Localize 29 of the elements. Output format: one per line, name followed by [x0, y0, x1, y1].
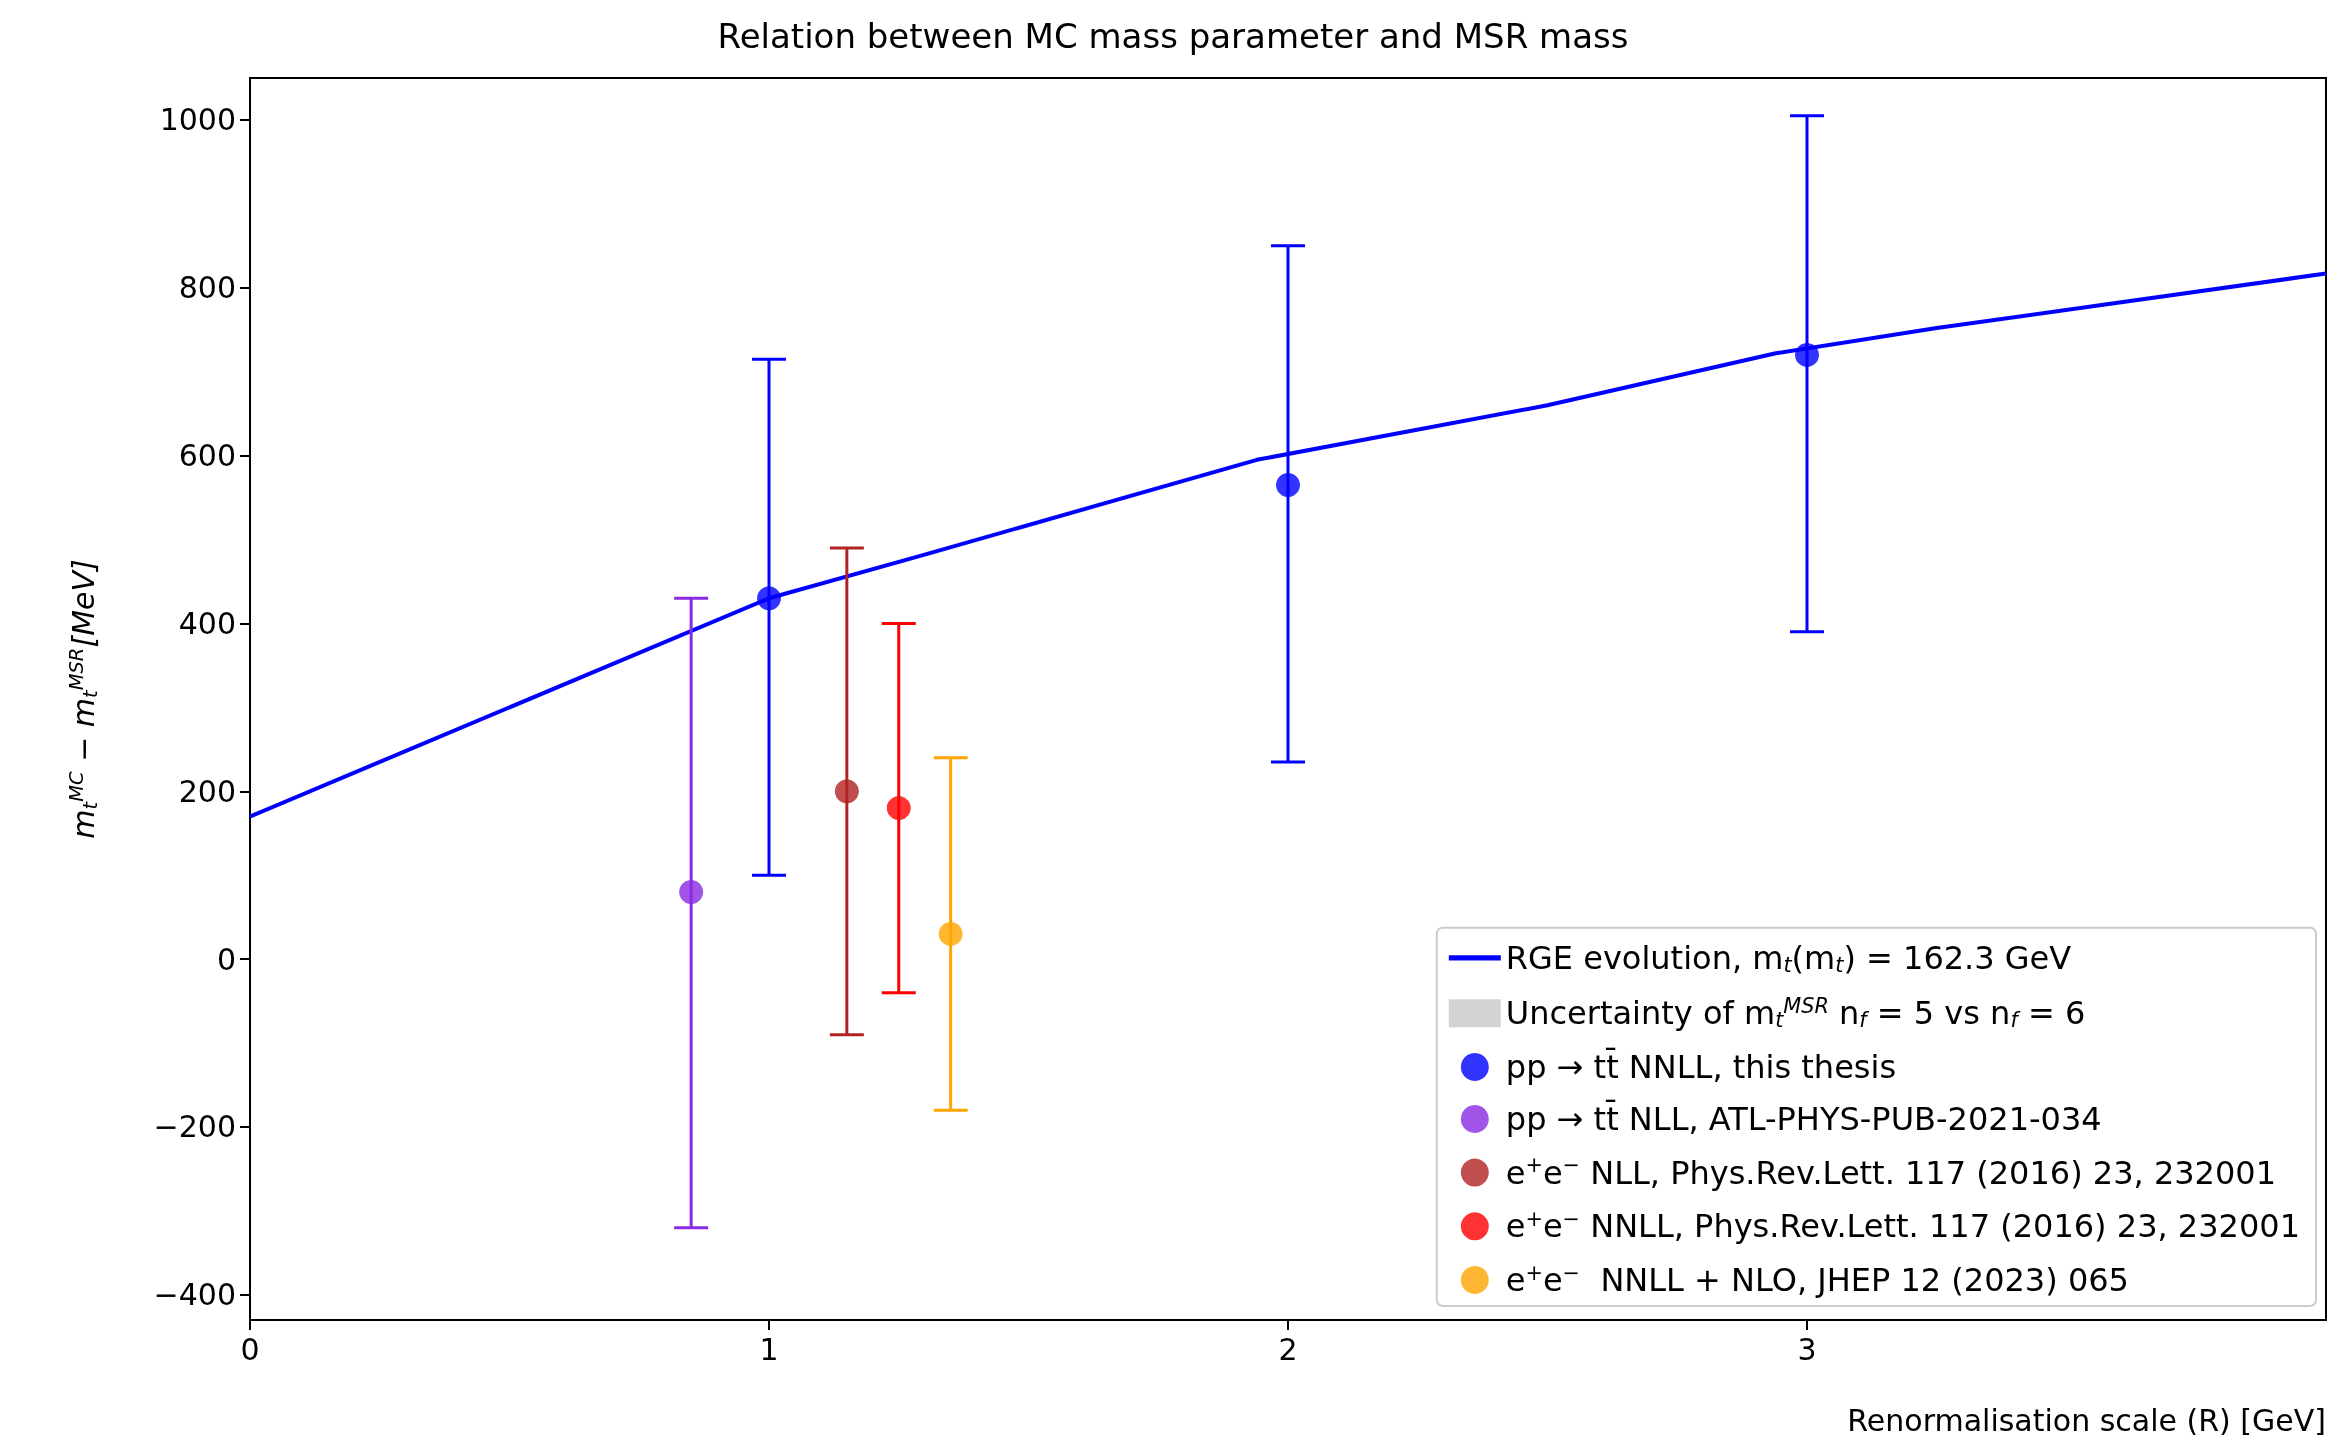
legend-label: Uncertainty of mtMSR nf = 5 vs nf = 6 — [1505, 994, 2086, 1033]
legend-label: pp → tt̄ NNLL, this thesis — [1505, 1047, 1897, 1086]
y-axis-title: mtMC − mtMSR[MeV] — [65, 559, 102, 839]
y-tick-label: 1000 — [159, 102, 236, 138]
point — [1276, 473, 1300, 497]
y-tick-label: 200 — [178, 773, 236, 809]
y-tick-label: 800 — [178, 270, 236, 306]
point — [1795, 342, 1819, 367]
legend-label: e+e− NNLL, Phys.Rev.Lett. 117 (2016) 23, 232001 — [1505, 1207, 2300, 1246]
x-tick-label: 2 — [1278, 1331, 1298, 1367]
legend-label: pp → tt̄ NLL, ATL-PHYS-PUB-2021-034 — [1505, 1099, 2102, 1138]
x-tick-label: 1 — [759, 1331, 779, 1367]
chart-title: Relation between MC mass parameter and MSR mass — [717, 16, 1629, 56]
legend-label: e+e− NLL, Phys.Rev.Lett. 117 (2016) 23, 232001 — [1505, 1153, 2277, 1192]
point — [886, 796, 911, 821]
point — [757, 586, 781, 611]
x-axis-title: Renormalisation scale (R) [GeV] — [1847, 1402, 2326, 1438]
point — [679, 880, 704, 905]
x-tick-label: 3 — [1797, 1331, 1817, 1367]
x-tick-label: 0 — [240, 1331, 260, 1367]
y-tick-label: −400 — [153, 1277, 236, 1313]
legend-label: RGE evolution, mt(mt) = 162.3 GeV — [1505, 938, 2072, 977]
y-tick-label: 600 — [178, 438, 236, 474]
legend-label: e+e− NNLL + NLO, JHEP 12 (2023) 065 — [1505, 1260, 2129, 1299]
y-tick-label: 0 — [216, 941, 236, 977]
point — [938, 921, 963, 946]
point — [834, 779, 859, 804]
y-tick-label: 400 — [178, 605, 236, 641]
y-tick-label: −200 — [153, 1109, 236, 1145]
